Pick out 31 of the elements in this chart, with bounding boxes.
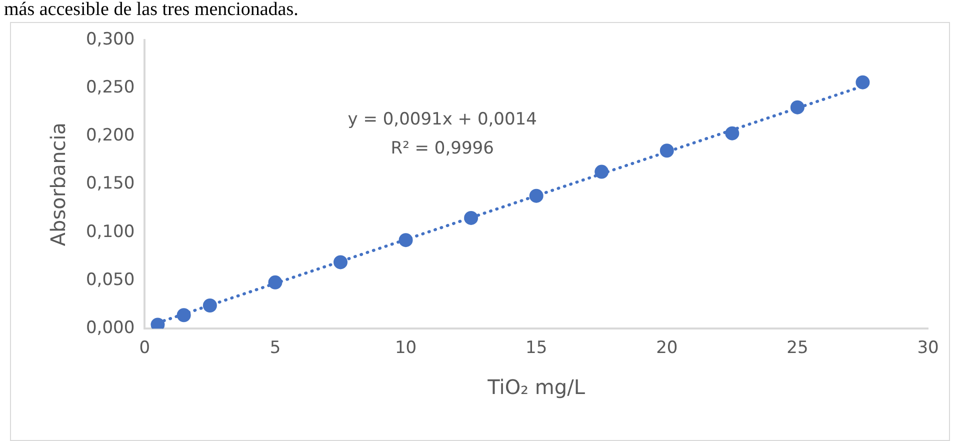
y-tick-label: 0,200 [86, 126, 135, 146]
point [398, 233, 413, 248]
x-tick-label: 30 [917, 338, 939, 358]
y-axis-title: Absorbancia [46, 122, 70, 246]
x-tick-label: 15 [526, 338, 548, 358]
point [529, 188, 544, 203]
point [176, 308, 191, 322]
y-tick-label: 0,050 [86, 270, 135, 290]
y-tick-label: 0,150 [86, 174, 135, 194]
x-tick-label: 25 [786, 338, 808, 358]
point [202, 298, 217, 313]
y-tick-label: 0,250 [86, 78, 135, 98]
point [660, 144, 674, 158]
point [464, 210, 478, 225]
text: más accesible de las tres mencionadas. [4, 0, 298, 20]
point [334, 255, 348, 270]
point [856, 75, 870, 90]
x-tick-label: 10 [394, 338, 417, 358]
x-axis-title: TiO₂ mg/L [486, 375, 586, 400]
annotation: R² = 0,9996 [390, 138, 494, 158]
point [268, 275, 282, 290]
point [790, 100, 804, 114]
y-tick-label: 0,300 [86, 29, 135, 50]
point [725, 126, 740, 140]
y-tick-label: 0,100 [86, 222, 135, 242]
y-tick-label: 0,000 [86, 318, 135, 338]
x-tick-label: 5 [270, 338, 281, 358]
annotation: y = 0,0091x + 0,0014 [348, 109, 537, 130]
x-tick-label: 0 [139, 338, 150, 358]
x-tick-label: 20 [656, 338, 678, 358]
point [594, 164, 609, 179]
